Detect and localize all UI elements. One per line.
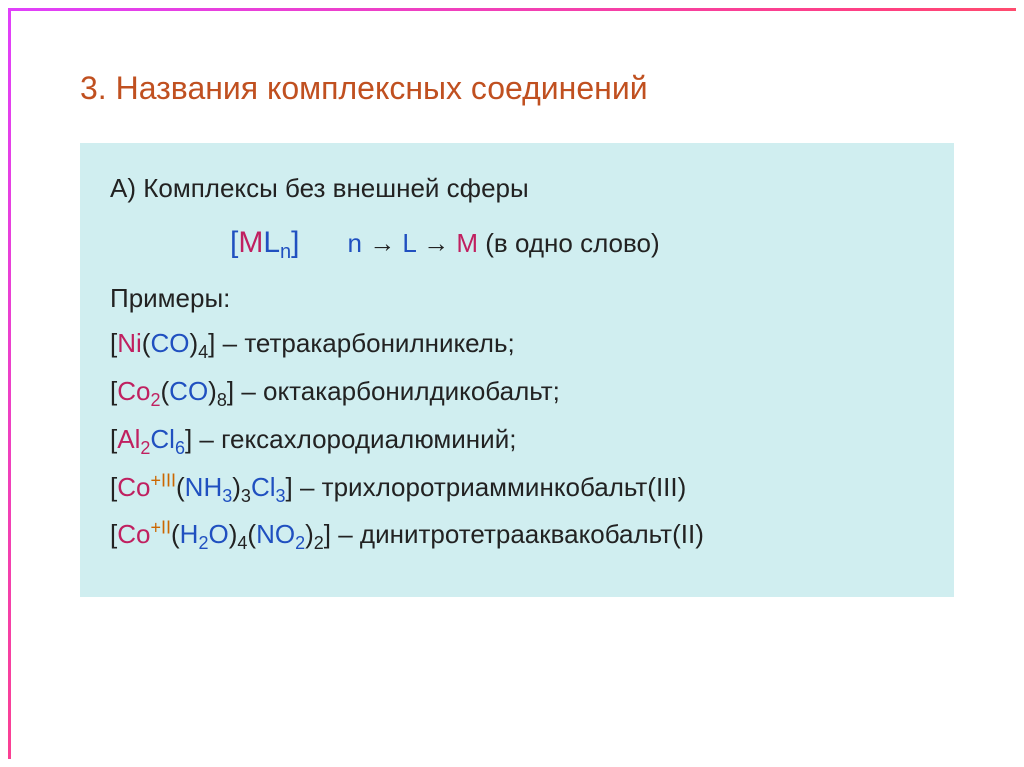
slide-content: 3. Названия комплексных соединений А) Ко… — [0, 0, 1024, 637]
dash: – — [331, 519, 360, 549]
arrow-1: → — [362, 228, 402, 258]
dash: – — [293, 472, 322, 502]
formula-segment: 2 — [314, 534, 324, 554]
formula-segment: +III — [150, 470, 176, 490]
formula-segment: ( — [176, 472, 185, 502]
suffix: ; — [508, 328, 515, 358]
bracket-close: ] — [291, 226, 299, 259]
items-list: [Ni(CO)4] – тетракарбонилникель;[Co2(CO)… — [110, 322, 924, 559]
formula-segment: 2 — [140, 438, 150, 458]
body-box: А) Комплексы без внешней сферы [MLn]n → … — [80, 143, 954, 597]
symbol-m: M — [238, 226, 263, 259]
suffix: ; — [509, 424, 516, 454]
formula-segment: Cl — [251, 472, 276, 502]
formula-segment: ( — [247, 519, 256, 549]
formula-segment: Al — [117, 424, 140, 454]
formula-segment: Ni — [117, 328, 142, 358]
formula-segment: ) — [189, 328, 198, 358]
formula-segment: 8 — [217, 390, 227, 410]
subtitle: А) Комплексы без внешней сферы — [110, 167, 924, 210]
example-item: [Co+III(NH3)3Cl3] – трихлоротриамминкоба… — [110, 466, 924, 512]
examples-label: Примеры: — [110, 277, 924, 320]
symbol-n: n — [280, 241, 291, 263]
formula-segment: 2 — [150, 390, 160, 410]
formula-segment: CO — [169, 376, 208, 406]
formula-segment: O — [208, 519, 228, 549]
formula-segment: ) — [305, 519, 314, 549]
formula-segment: 2 — [295, 534, 305, 554]
symbol-l: L — [263, 226, 280, 259]
compound-name: тетракарбонилникель — [244, 328, 507, 358]
slide-title: 3. Названия комплексных соединений — [80, 70, 954, 107]
example-item: [Al2Cl6] – гексахлородиалюминий; — [110, 418, 924, 464]
example-item: [Ni(CO)4] – тетракарбонилникель; — [110, 322, 924, 368]
example-item: [Co+II(H2O)4(NO2)2] – динитротетрааквако… — [110, 513, 924, 559]
formula-note: (в одно слово) — [478, 228, 660, 258]
arrow-2: → — [416, 228, 456, 258]
formula-segment: ] — [324, 519, 331, 549]
formula-segment: 3 — [276, 486, 286, 506]
path-m: M — [456, 228, 478, 258]
formula-segment: NO — [256, 519, 295, 549]
path-n: n — [348, 228, 362, 258]
compound-name: трихлоротриамминкобальт(III) — [322, 472, 687, 502]
dash: – — [215, 328, 244, 358]
formula-segment: 4 — [198, 342, 208, 362]
formula-segment: Co — [117, 519, 150, 549]
formula-row: [MLn]n → L → M (в одно слово) — [110, 218, 924, 269]
formula-segment: 6 — [175, 438, 185, 458]
formula-segment: H — [180, 519, 199, 549]
formula-segment: Cl — [150, 424, 175, 454]
dash: – — [234, 376, 263, 406]
example-item: [Co2(CO)8] – октакарбонилдикобальт; — [110, 370, 924, 416]
compound-name: динитротетрааквакобальт(II) — [360, 519, 704, 549]
formula-segment: ) — [208, 376, 217, 406]
compound-name: октакарбонилдикобальт — [263, 376, 553, 406]
compound-name: гексахлородиалюминий — [221, 424, 509, 454]
formula-segment: ] — [286, 472, 293, 502]
formula-segment: NH — [185, 472, 223, 502]
path-l: L — [402, 228, 416, 258]
dash: – — [192, 424, 221, 454]
suffix: ; — [553, 376, 560, 406]
formula-segment: ] — [227, 376, 234, 406]
formula-segment: 3 — [241, 486, 251, 506]
formula-segment: ) — [232, 472, 241, 502]
formula-segment: 2 — [198, 534, 208, 554]
formula-segment: CO — [150, 328, 189, 358]
formula-segment: ( — [161, 376, 170, 406]
formula-segment: +II — [150, 518, 171, 538]
formula-segment: 3 — [222, 486, 232, 506]
formula-segment: Co — [117, 472, 150, 502]
formula-segment: Co — [117, 376, 150, 406]
formula-segment: ( — [171, 519, 180, 549]
formula-segment: 4 — [237, 534, 247, 554]
